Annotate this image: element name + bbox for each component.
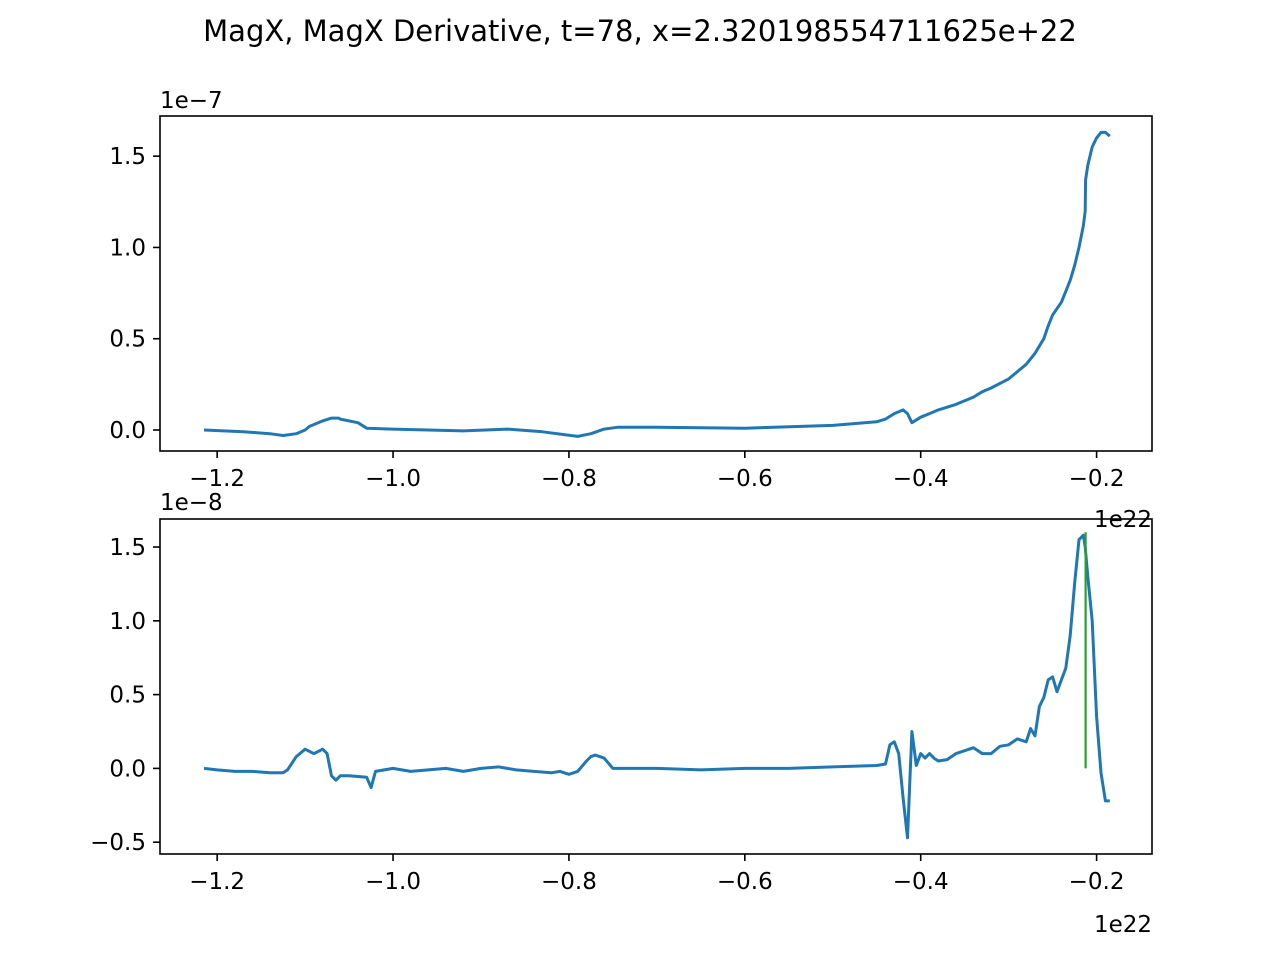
y-tick-label: −0.5 [90,830,146,856]
x-tick-label: −1.2 [189,869,245,895]
x-tick-label: −0.6 [717,466,773,492]
axes-frame [159,518,1153,855]
x-tick-label: −0.8 [541,869,597,895]
x-tick-label: −0.2 [1069,466,1125,492]
y-tick-label: 1.5 [109,535,146,561]
y-tick-label: 0.0 [109,418,146,444]
x-tick-label: −1.2 [189,466,245,492]
y-tick-label: 0.5 [109,683,146,709]
y-tick-label: 0.0 [109,756,146,782]
y-tick-label: 1.0 [109,235,146,261]
x-offset-label: 1e22 [1094,507,1152,533]
x-offset-label: 1e22 [1094,912,1152,938]
y-tick-label: 0.5 [109,327,146,353]
x-tick-label: −0.4 [893,869,949,895]
x-tick-label: −1.0 [365,466,421,492]
x-tick-label: −0.8 [541,466,597,492]
figure-title: MagX, MagX Derivative, t=78, x=2.3201985… [203,14,1077,48]
y-tick-label: 1.5 [109,144,146,170]
x-tick-label: −0.6 [717,869,773,895]
series-line [203,130,1111,438]
series-line [203,533,1110,840]
magx-axes: −1.2 −1.0 −0.8 −0.6 −0.4 −0.2 0.0 0.5 1.0 1.5 1e−7… [109,88,1153,533]
x-tick-label: −1.0 [365,869,421,895]
y-offset-label: 1e−8 [160,490,223,516]
x-tick-label: −0.2 [1069,869,1125,895]
y-offset-label: 1e−7 [160,88,223,114]
y-tick-label: 1.0 [109,609,146,635]
magx-derivative-axes: −1.2 −1.0 −0.8 −0.6 −0.4 −0.2 −0.5 0.0 0.5 1.0 1.5… [90,490,1153,938]
axes-frame [159,115,1153,452]
x-tick-label: −0.4 [893,466,949,492]
